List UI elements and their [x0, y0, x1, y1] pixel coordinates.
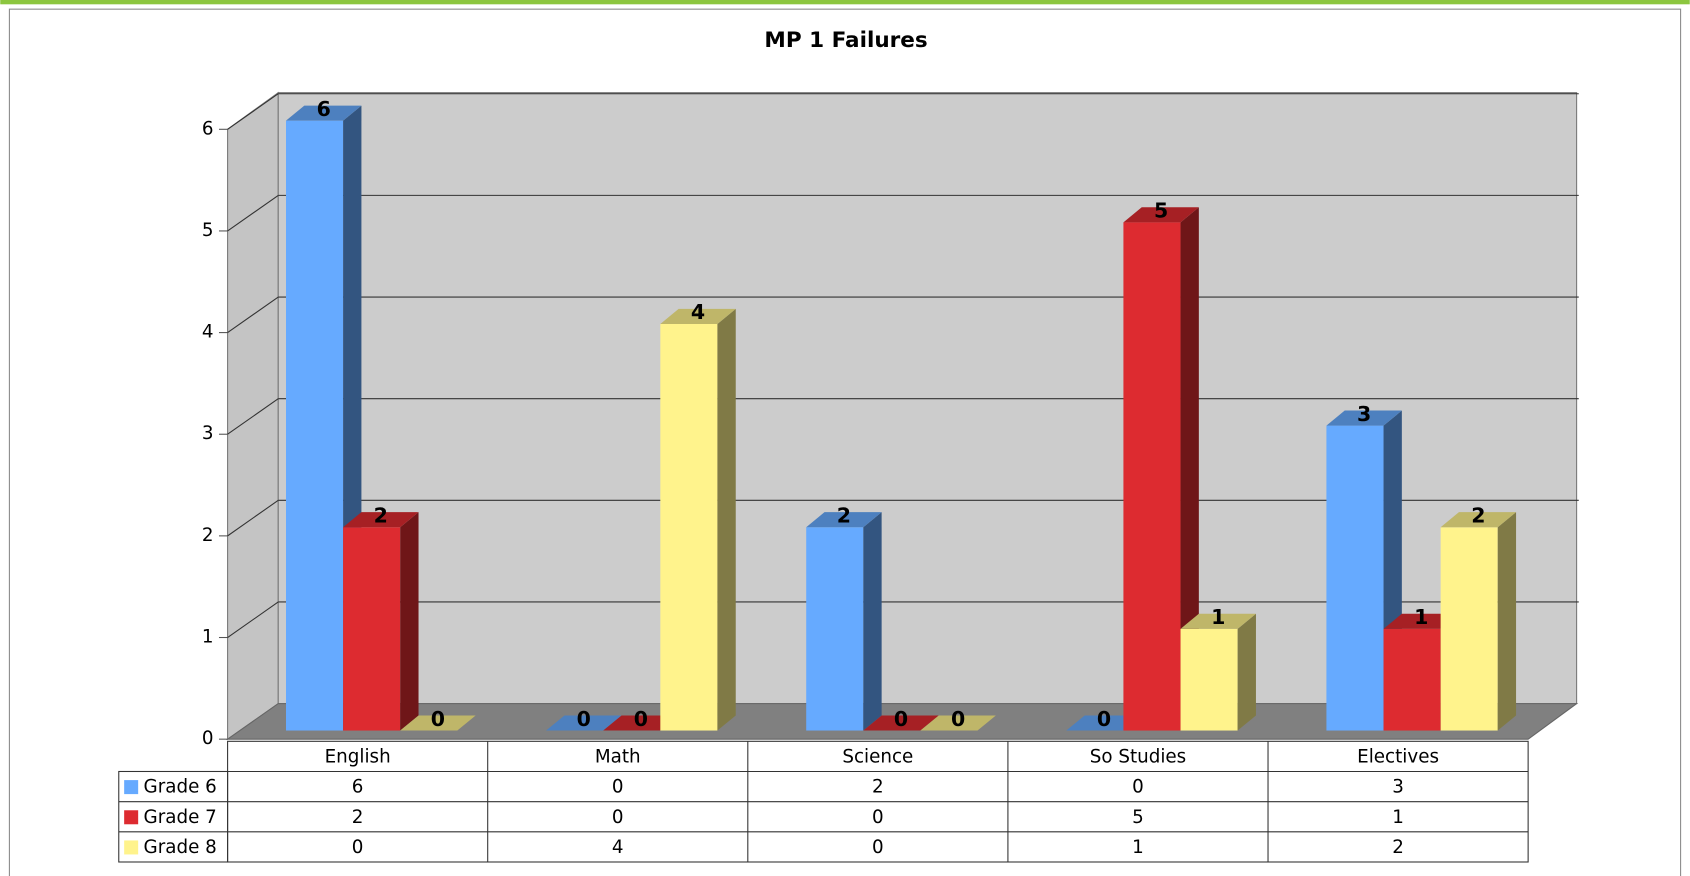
data-label: 1	[1211, 605, 1225, 629]
data-label: 2	[837, 503, 851, 527]
data-label: 0	[894, 707, 908, 731]
bar-top	[285, 105, 362, 121]
bar-top	[920, 715, 996, 731]
grid-line-side	[227, 296, 279, 334]
table-value: 0	[352, 837, 364, 858]
legend-label: Grade 6	[144, 777, 217, 798]
bar-top	[603, 715, 679, 731]
bar-top	[1326, 410, 1402, 426]
y-tick-label: 5	[202, 220, 214, 241]
bar	[1180, 628, 1238, 731]
table-value: 2	[872, 777, 884, 798]
x-tick-label: Electives	[1357, 746, 1439, 767]
table-value: 0	[872, 837, 884, 858]
bar-top	[1440, 512, 1517, 528]
x-tick-label: So Studies	[1090, 746, 1187, 767]
data-label: 0	[431, 707, 445, 731]
grid-line-side	[227, 398, 279, 435]
data-label: 0	[951, 707, 965, 731]
x-tick-label: Science	[842, 746, 913, 767]
legend-label: Grade 7	[144, 807, 217, 828]
legend-swatch	[124, 840, 139, 855]
legend-label: Grade 8	[144, 837, 217, 858]
bar-top	[343, 512, 419, 528]
bar-top	[1383, 613, 1459, 629]
y-tick-label: 4	[202, 322, 214, 343]
bar	[660, 323, 718, 731]
grid-line-side	[227, 499, 279, 537]
grid-line-side	[227, 194, 279, 232]
data-label: 2	[374, 503, 388, 527]
table-value: 6	[352, 777, 364, 798]
bar-side	[1237, 613, 1256, 731]
y-tick-label: 0	[202, 728, 214, 749]
bar-top	[400, 715, 476, 731]
table-value: 0	[612, 807, 624, 828]
table-value: 0	[872, 807, 884, 828]
bar	[806, 527, 864, 731]
bar	[285, 120, 344, 731]
chart-title: MP 1 Failures	[764, 28, 927, 53]
data-label: 2	[1471, 503, 1485, 527]
table-value: 1	[1132, 837, 1144, 858]
bar-top	[660, 308, 736, 324]
bar	[343, 527, 401, 731]
data-label: 6	[317, 97, 331, 121]
bar-top	[863, 715, 939, 731]
legend-swatch	[124, 780, 139, 795]
grid-line-side	[227, 93, 279, 130]
bar-side	[717, 308, 736, 731]
y-tick-label: 3	[202, 423, 214, 444]
table-value: 2	[1392, 837, 1404, 858]
bar-top	[1123, 207, 1199, 223]
legend-swatch	[124, 810, 139, 825]
x-tick-label: Math	[595, 746, 641, 767]
data-label: 4	[691, 300, 705, 324]
table-value: 0	[612, 777, 624, 798]
table-value: 5	[1132, 807, 1144, 828]
bar-top	[1180, 613, 1256, 629]
data-label: 1	[1414, 605, 1428, 629]
bar-top	[546, 715, 622, 731]
top-border	[0, 0, 1690, 5]
bar-top	[1066, 715, 1142, 731]
y-tick-label: 1	[202, 627, 214, 648]
y-tick-label: 6	[202, 118, 214, 139]
bar	[1383, 628, 1441, 731]
table-value: 4	[612, 837, 624, 858]
bar	[1123, 222, 1181, 731]
grid-line-side	[227, 601, 279, 638]
bar	[1440, 527, 1498, 731]
y-tick-label: 2	[202, 525, 214, 546]
x-tick-label: English	[325, 746, 391, 767]
table-value: 1	[1392, 807, 1404, 828]
table-value: 3	[1392, 777, 1404, 798]
data-label: 0	[634, 707, 648, 731]
data-label: 3	[1357, 402, 1371, 426]
data-label: 0	[1097, 707, 1111, 731]
bar-top	[806, 512, 882, 528]
bar-side	[863, 512, 882, 731]
bar-side	[1180, 207, 1199, 731]
table-value: 0	[1132, 777, 1144, 798]
bar-side	[400, 512, 419, 731]
data-label: 5	[1154, 199, 1168, 223]
data-label: 0	[577, 707, 591, 731]
bar-side	[1497, 512, 1517, 731]
table-value: 2	[352, 807, 364, 828]
bar	[1326, 425, 1384, 731]
